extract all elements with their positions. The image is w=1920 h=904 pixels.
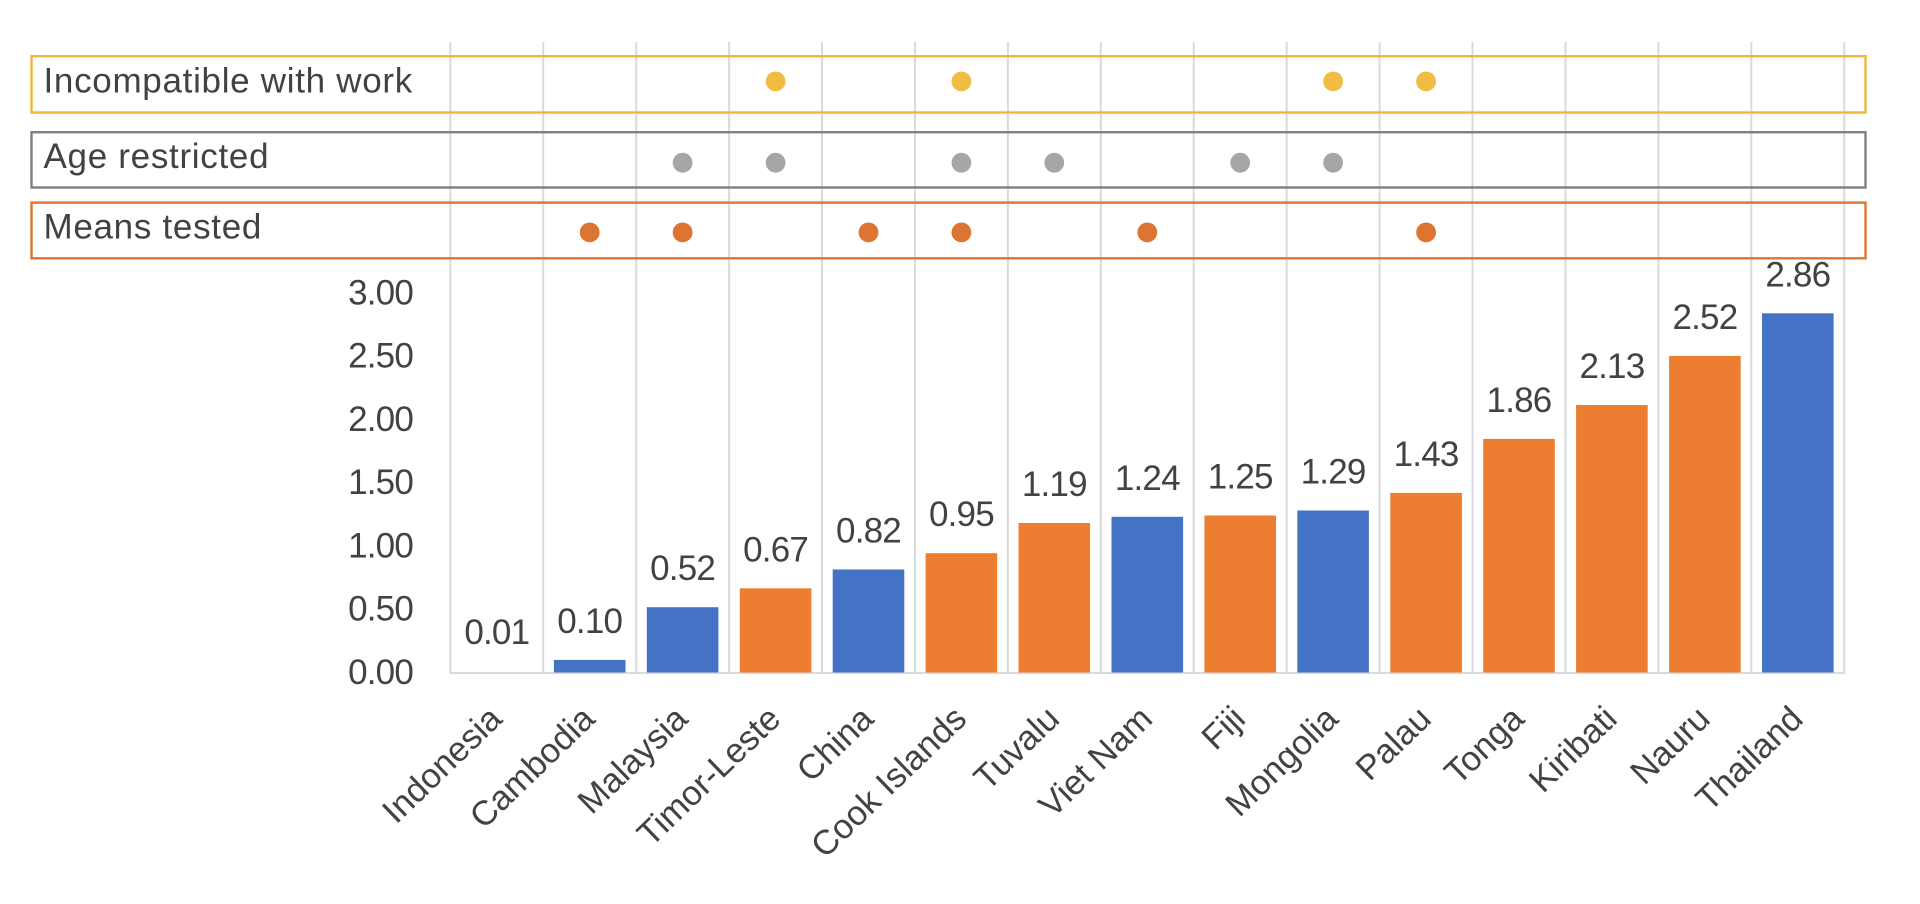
svg-text:0.10: 0.10 (557, 602, 622, 641)
svg-text:1.19: 1.19 (1022, 465, 1087, 504)
svg-text:2.50: 2.50 (348, 337, 413, 376)
svg-text:1.00: 1.00 (348, 526, 413, 565)
svg-text:0.67: 0.67 (743, 530, 808, 569)
svg-text:1.86: 1.86 (1487, 381, 1552, 420)
svg-text:1.43: 1.43 (1394, 435, 1459, 474)
svg-text:0.50: 0.50 (348, 590, 413, 629)
svg-text:2.00: 2.00 (348, 400, 413, 439)
svg-text:0.01: 0.01 (464, 613, 529, 652)
svg-text:1.24: 1.24 (1115, 459, 1180, 498)
svg-text:2.13: 2.13 (1579, 347, 1644, 386)
svg-text:0.52: 0.52 (650, 549, 715, 588)
svg-text:2.52: 2.52 (1672, 298, 1737, 337)
svg-text:0.95: 0.95 (929, 495, 994, 534)
svg-text:1.50: 1.50 (348, 463, 413, 502)
svg-text:0.82: 0.82 (836, 512, 901, 551)
svg-text:1.29: 1.29 (1301, 453, 1366, 492)
svg-text:Incompatible with work: Incompatible with work (44, 62, 413, 101)
svg-text:Age restricted: Age restricted (44, 137, 270, 176)
svg-text:0.00: 0.00 (348, 653, 413, 692)
svg-text:1.25: 1.25 (1208, 458, 1273, 497)
svg-text:2.86: 2.86 (1765, 255, 1830, 294)
svg-text:3.00: 3.00 (348, 273, 413, 312)
svg-text:Means tested: Means tested (44, 208, 263, 247)
